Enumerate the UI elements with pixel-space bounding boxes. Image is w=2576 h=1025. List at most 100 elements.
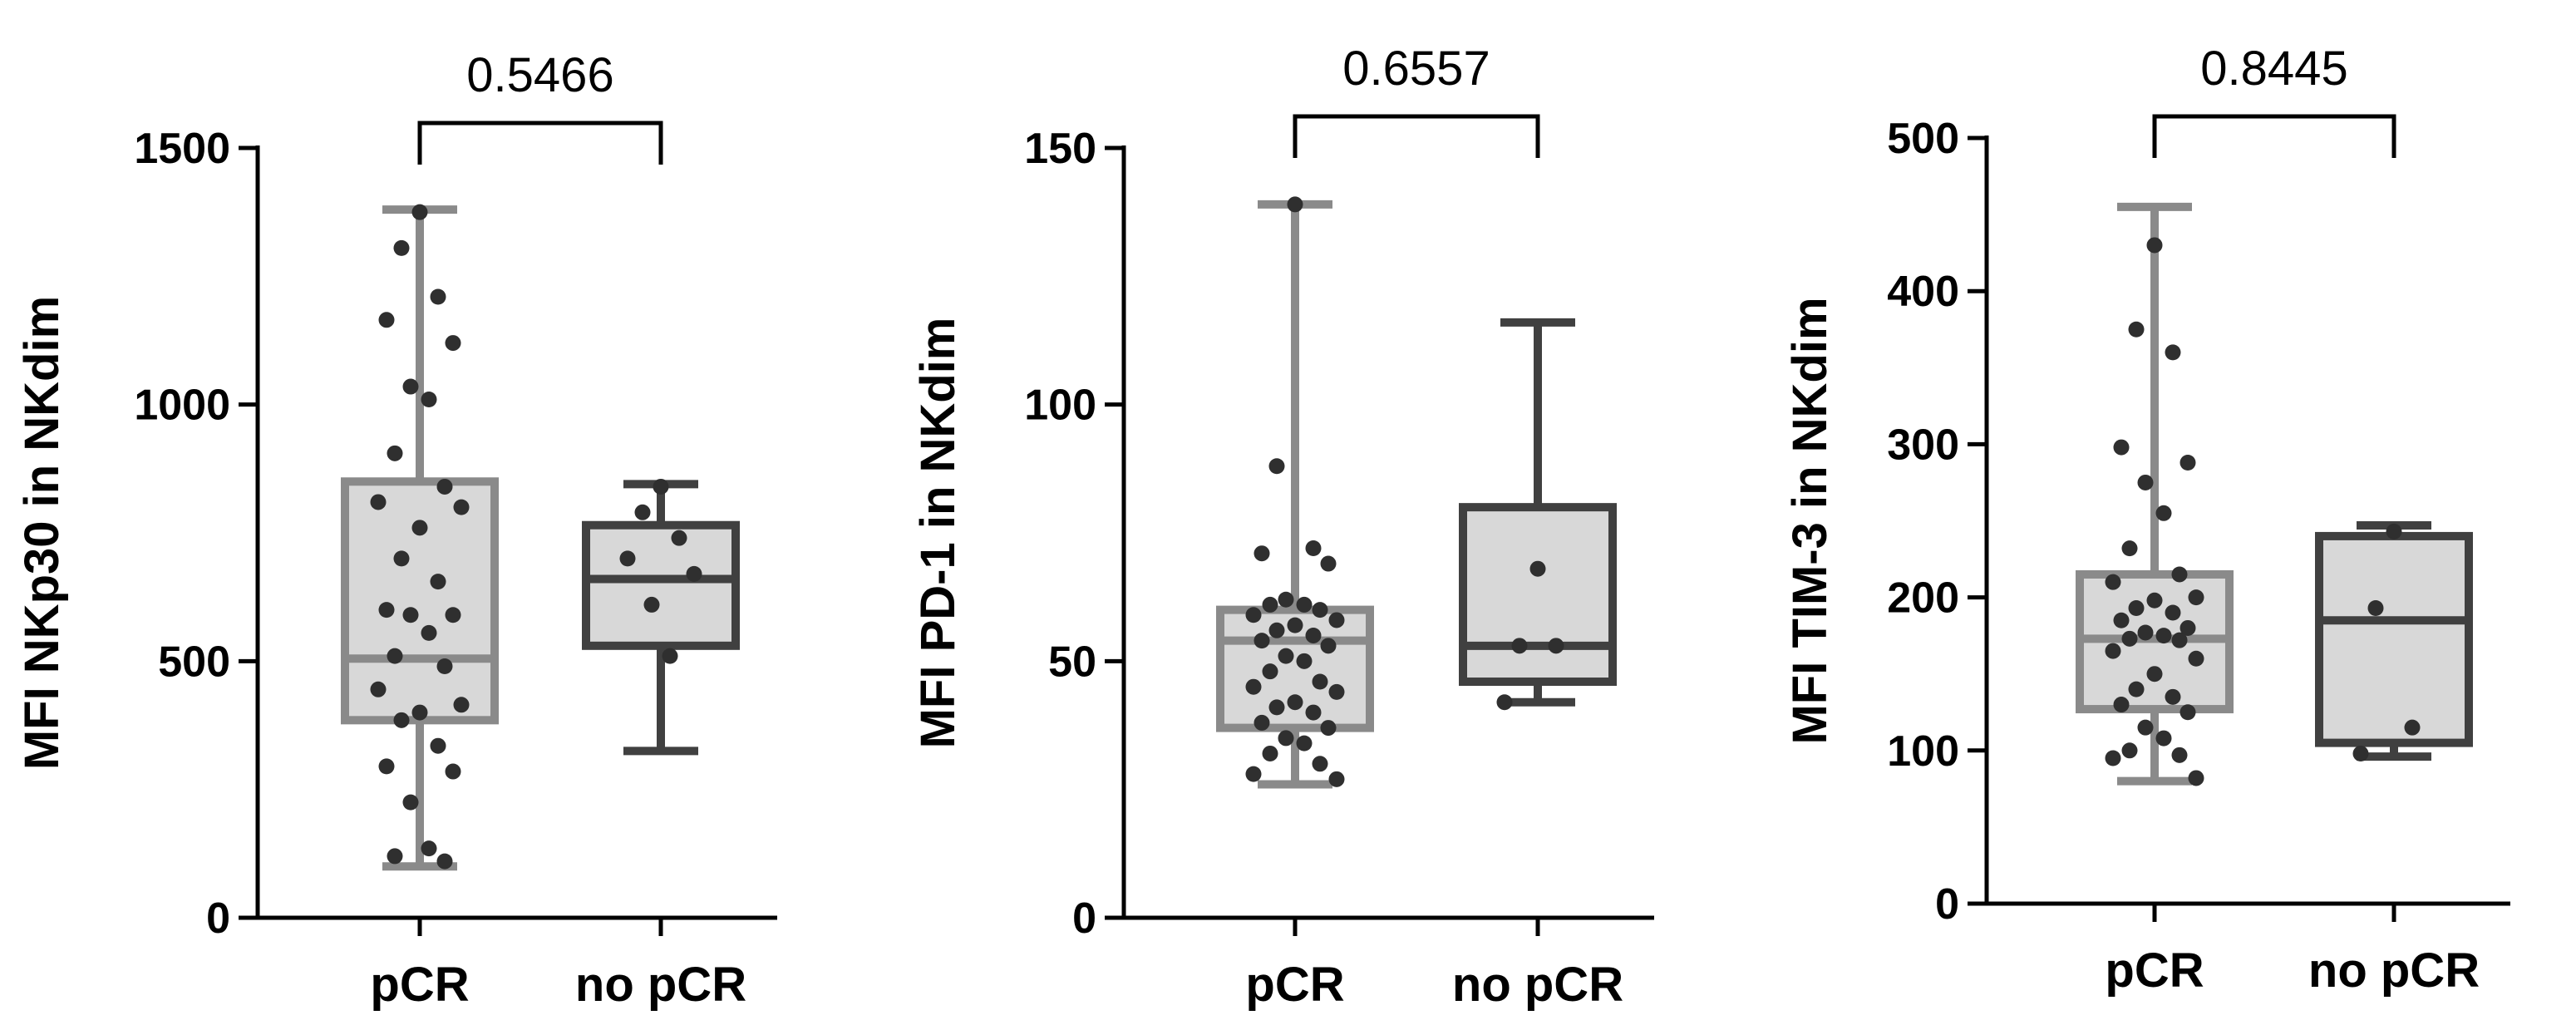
data-point [2146,592,2163,609]
data-point [387,848,403,865]
data-point [1328,771,1345,787]
box-no-pcr [2315,521,2473,761]
data-point [1548,638,1564,654]
data-point [1287,196,1303,213]
data-point [1287,617,1303,633]
data-point [421,840,437,857]
data-point [1278,730,1294,747]
data-point [2155,730,2172,747]
y-tick-label: 500 [1887,115,1959,163]
data-point [2128,599,2145,616]
data-point [2113,697,2130,713]
data-point [686,565,702,582]
data-point [453,499,470,515]
data-point [2188,589,2204,606]
data-point [671,530,687,546]
data-point [436,658,453,675]
y-tick-label: 1000 [134,382,230,430]
y-tick-label: 0 [1935,880,1959,929]
iqr-box [341,477,499,725]
data-point [1278,591,1294,608]
data-point [393,239,410,256]
data-point [2386,523,2402,540]
data-point [370,681,387,697]
data-point [378,758,395,775]
data-point [1320,720,1337,737]
data-point [2105,574,2121,590]
data-point [1529,560,1546,577]
data-point [402,794,419,811]
data-point [2146,237,2163,254]
data-point [2165,604,2181,621]
iqr-box [582,520,740,650]
data-point [430,574,446,590]
data-point [402,378,419,395]
data-point [643,596,660,613]
y-axis-title: MFI PD-1 in NKdim [911,318,965,749]
y-tick-label: 100 [1024,382,1096,430]
y-axis-title: MFI NKp30 in NKdim [15,296,69,770]
data-point [2180,704,2196,721]
data-point [1268,458,1285,475]
data-point [1254,545,1270,562]
data-point [445,607,461,623]
data-point [1496,694,1513,711]
data-point [653,478,669,495]
data-point [2404,719,2421,736]
data-point [1278,648,1294,664]
data-point [2137,624,2154,641]
y-tick-label: 50 [1048,638,1096,686]
y-axis-title: MFI TIM-3 in NKdim [1783,297,1837,744]
data-point [411,704,428,721]
box-pcr [1216,196,1374,789]
data-point [2121,630,2138,647]
data-point [2171,632,2188,648]
data-point [2113,439,2130,456]
x-category-label: no pCR [575,958,746,1012]
data-point [1328,612,1345,628]
box-pcr [2076,202,2234,786]
data-point [2155,505,2172,521]
data-point [430,288,446,305]
data-point [378,312,395,328]
data-point [421,624,437,641]
data-point [1312,602,1328,618]
data-point [2180,455,2196,471]
chart-panel-3: 0 100 200 300 400 500 pCR no pCR MFI TIM-3 in NK… [1783,42,2510,998]
data-point [2121,540,2138,557]
y-tick-label: 500 [158,638,230,686]
data-point [430,737,446,754]
data-point [1254,633,1270,649]
significance-bracket [2152,114,2396,158]
data-point [2137,474,2154,490]
chart-panel-2: 0 50 100 150 pCR no pCR MFI PD-1 in NKdim 0.655… [911,42,1654,1012]
data-point [2128,681,2145,697]
significance-bracket [417,121,663,165]
data-point [1296,596,1313,613]
data-point [1262,596,1278,613]
data-point [2171,566,2188,583]
data-point [1328,683,1345,700]
data-point [2165,344,2181,361]
data-point [445,763,461,780]
data-point [387,648,403,664]
data-point [378,602,395,618]
iqr-box [1459,503,1617,687]
data-point [1262,745,1278,761]
data-point [411,520,428,536]
x-category-label: pCR [370,958,469,1012]
data-point [1305,540,1322,557]
y-tick-label: 0 [1072,894,1096,943]
x-category-label: no pCR [1452,958,1623,1012]
significance-bracket [1293,114,1540,158]
x-category-label: pCR [2105,944,2204,998]
data-point [436,478,453,495]
data-point [421,391,437,407]
iqr-box [2315,531,2473,747]
data-point [1320,638,1337,654]
data-point [2165,688,2181,705]
data-point [1296,653,1313,669]
box-pcr [341,204,499,871]
data-point [1511,638,1528,654]
